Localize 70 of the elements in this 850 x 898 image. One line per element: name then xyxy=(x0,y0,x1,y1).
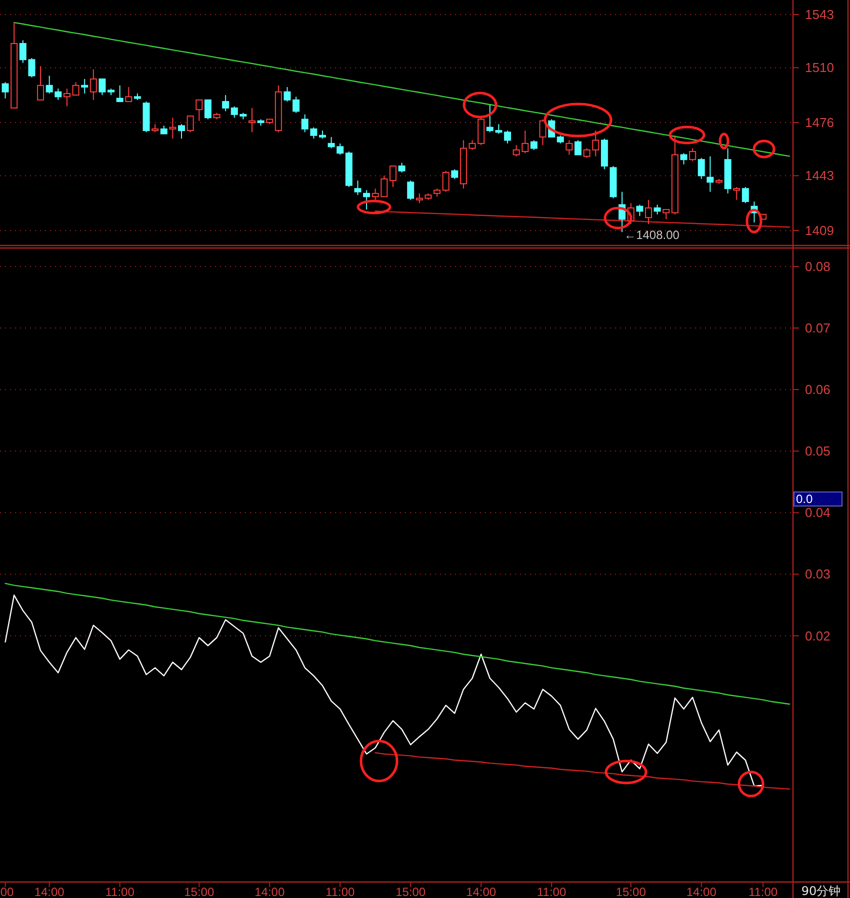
x-tick-label: 11:00 xyxy=(537,885,566,898)
candlestick xyxy=(636,204,644,216)
candlestick xyxy=(90,68,97,100)
candlestick xyxy=(680,152,688,165)
candlestick xyxy=(72,82,80,96)
y-tick-label: 1510 xyxy=(805,60,834,76)
y-tick-label: 1409 xyxy=(805,222,834,238)
candlestick xyxy=(442,170,450,192)
x-tick-label: 11:00 xyxy=(326,885,356,898)
x-tick-label: 14:00 xyxy=(254,885,285,898)
candlestick xyxy=(398,162,406,173)
x-tick-label: 15:00 xyxy=(396,885,426,898)
y-tick-label: 0.07 xyxy=(805,320,830,336)
line-series xyxy=(374,752,790,790)
line-series xyxy=(4,582,790,705)
candlestick xyxy=(530,140,538,150)
y-tick-label: 1476 xyxy=(805,115,834,130)
candlestick xyxy=(389,166,396,188)
candlestick xyxy=(178,124,186,140)
candlestick xyxy=(63,88,70,107)
candlestick xyxy=(689,148,696,162)
candlestick xyxy=(574,140,582,156)
candlestick xyxy=(196,99,203,122)
candlestick xyxy=(363,190,370,210)
candlestick xyxy=(98,78,106,96)
text: 90分钟 xyxy=(801,884,841,898)
x-tick-label: 14:00 xyxy=(34,885,65,898)
candlestick xyxy=(248,107,256,133)
candlestick xyxy=(706,156,714,192)
candlestick xyxy=(539,118,546,146)
candlestick xyxy=(37,66,44,100)
candlestick xyxy=(654,204,661,215)
candlestick xyxy=(222,94,230,112)
y-tick-label: 0.05 xyxy=(805,444,830,459)
annotation: ←1408.00 xyxy=(624,228,680,242)
y-tick-label: 0.06 xyxy=(805,382,830,398)
y-tick-label: 0.08 xyxy=(805,258,830,274)
candlestick xyxy=(81,78,88,94)
x-tick-label: 11:00 xyxy=(105,885,135,898)
candlestick xyxy=(125,86,132,102)
x-tick-label: 00 xyxy=(0,885,14,898)
x-tick-label: 14:00 xyxy=(686,885,717,898)
candlestick xyxy=(354,180,362,196)
y-tick-label: 0.03 xyxy=(805,566,830,582)
candlestick xyxy=(284,86,291,102)
text: 0.0 xyxy=(796,492,814,506)
candlestick xyxy=(698,157,705,180)
y-tick-label: 0.04 xyxy=(805,505,830,520)
x-tick-label: 15:00 xyxy=(184,885,214,898)
x-tick-label: 14:00 xyxy=(466,885,496,898)
candlestick xyxy=(116,84,124,102)
candlestick xyxy=(742,186,749,204)
candlestick xyxy=(407,180,414,200)
candlestick xyxy=(451,168,458,180)
candlestick xyxy=(504,130,512,144)
line-series xyxy=(14,22,790,157)
candlestick xyxy=(645,199,652,225)
candlestick xyxy=(186,116,194,133)
candlestick xyxy=(733,186,740,200)
candlestick xyxy=(292,96,300,114)
x-tick-label: 11:00 xyxy=(748,885,778,898)
candlestick xyxy=(204,99,212,120)
candlestick xyxy=(169,117,176,140)
y-tick-label: 1543 xyxy=(805,7,834,22)
y-tick-label: 1443 xyxy=(805,168,834,184)
y-tick-label: 0.02 xyxy=(805,628,830,644)
candlestick xyxy=(566,140,573,156)
x-tick-label: 15:00 xyxy=(616,885,646,898)
candlestick xyxy=(2,82,9,99)
candlestick xyxy=(662,209,670,220)
